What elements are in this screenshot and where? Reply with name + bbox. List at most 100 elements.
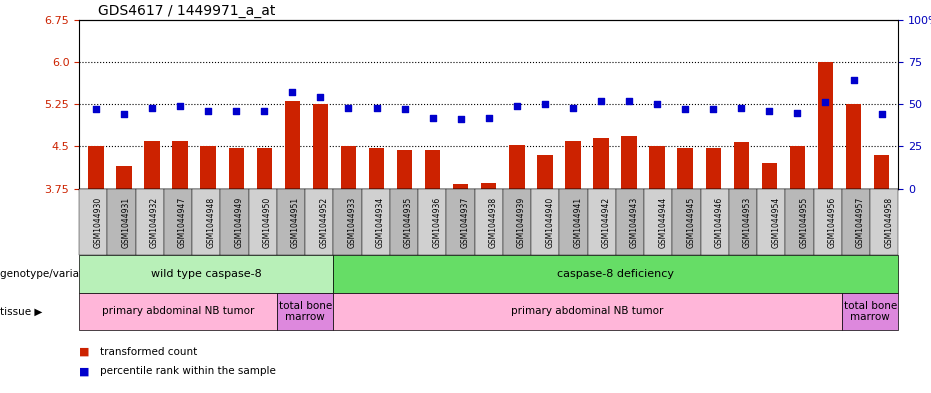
- Point: [369, 105, 384, 111]
- Bar: [678, 147, 693, 189]
- Point: [285, 89, 300, 95]
- Text: GSM1044943: GSM1044943: [630, 196, 639, 248]
- Point: [874, 111, 889, 118]
- Point: [201, 108, 216, 114]
- Point: [144, 105, 159, 111]
- Bar: [172, 141, 188, 189]
- Point: [257, 108, 272, 114]
- Point: [88, 106, 103, 112]
- Text: GSM1044933: GSM1044933: [347, 196, 357, 248]
- Text: total bone
marrow: total bone marrow: [278, 301, 331, 322]
- Bar: [88, 146, 103, 189]
- Point: [509, 103, 524, 109]
- Bar: [200, 146, 216, 189]
- Point: [398, 106, 412, 112]
- Text: genotype/variation ▶: genotype/variation ▶: [0, 269, 111, 279]
- Bar: [341, 146, 357, 189]
- Bar: [817, 62, 833, 189]
- Point: [229, 108, 244, 114]
- Text: GSM1044941: GSM1044941: [573, 196, 583, 248]
- Text: GSM1044954: GSM1044954: [771, 196, 780, 248]
- Text: GSM1044953: GSM1044953: [743, 196, 752, 248]
- Text: GSM1044945: GSM1044945: [686, 196, 695, 248]
- Point: [116, 111, 131, 118]
- Point: [818, 99, 833, 106]
- Bar: [593, 138, 609, 189]
- Text: GSM1044952: GSM1044952: [319, 196, 329, 248]
- Text: GSM1044947: GSM1044947: [178, 196, 187, 248]
- Text: GSM1044939: GSM1044939: [517, 196, 526, 248]
- Bar: [706, 147, 721, 189]
- Point: [650, 101, 665, 107]
- Point: [537, 101, 552, 107]
- Bar: [509, 145, 524, 189]
- Text: GSM1044949: GSM1044949: [235, 196, 244, 248]
- Text: GSM1044931: GSM1044931: [122, 196, 130, 248]
- Bar: [762, 163, 777, 189]
- Text: GSM1044951: GSM1044951: [291, 196, 300, 248]
- Point: [678, 106, 693, 112]
- Text: GSM1044934: GSM1044934: [376, 196, 385, 248]
- Text: ■: ■: [79, 366, 89, 376]
- Point: [341, 105, 356, 111]
- Text: ■: ■: [79, 347, 89, 357]
- Bar: [874, 155, 889, 189]
- Text: GSM1044942: GSM1044942: [601, 196, 611, 248]
- Bar: [285, 101, 300, 189]
- Text: primary abdominal NB tumor: primary abdominal NB tumor: [101, 307, 254, 316]
- Bar: [397, 151, 412, 189]
- Text: GSM1044957: GSM1044957: [856, 196, 865, 248]
- Text: caspase-8 deficiency: caspase-8 deficiency: [558, 269, 674, 279]
- Point: [622, 97, 637, 104]
- Text: GSM1044948: GSM1044948: [207, 196, 215, 248]
- Text: percentile rank within the sample: percentile rank within the sample: [100, 366, 276, 376]
- Text: GSM1044937: GSM1044937: [461, 196, 469, 248]
- Point: [565, 105, 580, 111]
- Bar: [369, 148, 385, 189]
- Text: wild type caspase-8: wild type caspase-8: [151, 269, 262, 279]
- Bar: [845, 104, 861, 189]
- Text: GSM1044932: GSM1044932: [150, 196, 159, 248]
- Bar: [313, 104, 328, 189]
- Text: GSM1044936: GSM1044936: [432, 196, 441, 248]
- Point: [762, 108, 776, 114]
- Text: total bone
marrow: total bone marrow: [843, 301, 897, 322]
- Point: [790, 109, 805, 116]
- Bar: [537, 155, 553, 189]
- Point: [453, 116, 468, 123]
- Point: [481, 114, 496, 121]
- Text: GSM1044946: GSM1044946: [715, 196, 723, 248]
- Bar: [453, 184, 468, 189]
- Text: GSM1044956: GSM1044956: [828, 196, 837, 248]
- Bar: [650, 146, 665, 189]
- Bar: [425, 151, 440, 189]
- Text: GSM1044935: GSM1044935: [404, 196, 413, 248]
- Bar: [257, 148, 272, 189]
- Point: [706, 106, 721, 112]
- Point: [734, 105, 749, 111]
- Point: [425, 114, 440, 121]
- Text: GSM1044930: GSM1044930: [93, 196, 102, 248]
- Bar: [565, 141, 581, 189]
- Text: GSM1044950: GSM1044950: [263, 196, 272, 248]
- Text: primary abdominal NB tumor: primary abdominal NB tumor: [511, 307, 664, 316]
- Bar: [116, 166, 132, 189]
- Bar: [734, 142, 749, 189]
- Text: GDS4617 / 1449971_a_at: GDS4617 / 1449971_a_at: [98, 4, 276, 18]
- Bar: [144, 141, 160, 189]
- Text: transformed count: transformed count: [100, 347, 196, 357]
- Text: GSM1044938: GSM1044938: [489, 196, 498, 248]
- Point: [313, 94, 328, 101]
- Bar: [481, 183, 496, 189]
- Text: tissue ▶: tissue ▶: [0, 307, 43, 316]
- Text: GSM1044955: GSM1044955: [800, 196, 808, 248]
- Text: GSM1044944: GSM1044944: [658, 196, 668, 248]
- Point: [172, 103, 187, 109]
- Bar: [789, 146, 805, 189]
- Text: GSM1044958: GSM1044958: [884, 196, 893, 248]
- Bar: [228, 148, 244, 189]
- Text: GSM1044940: GSM1044940: [546, 196, 554, 248]
- Point: [594, 97, 609, 104]
- Bar: [621, 136, 637, 189]
- Point: [846, 77, 861, 84]
